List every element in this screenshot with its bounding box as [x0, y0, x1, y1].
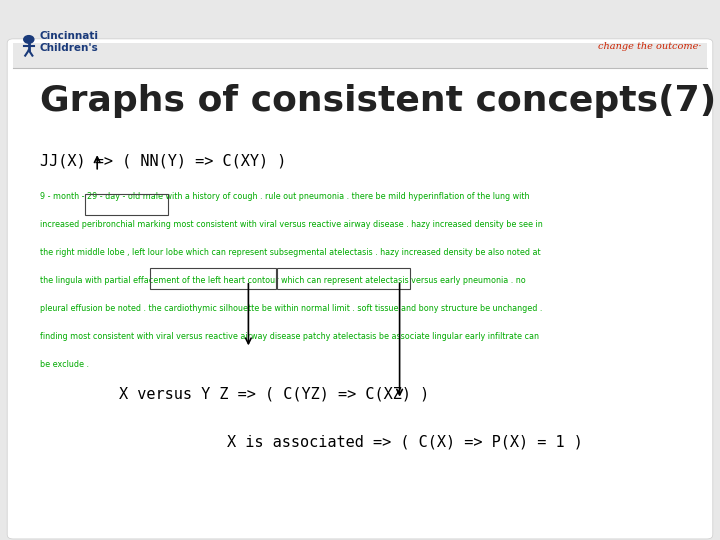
- Text: 9 - month - 29 - day - old male with a history of cough . rule out pneumonia . t: 9 - month - 29 - day - old male with a h…: [40, 192, 529, 201]
- Text: the lingula with partial effacement of the left heart contour which can represen: the lingula with partial effacement of t…: [40, 276, 526, 285]
- Text: increased peribronchial marking most consistent with viral versus reactive airwa: increased peribronchial marking most con…: [40, 220, 542, 229]
- Text: Graphs of consistent concepts(7): Graphs of consistent concepts(7): [40, 84, 716, 118]
- Bar: [277, 268, 410, 289]
- Text: the right middle lobe , left lour lobe which can represent subsegmental atelecta: the right middle lobe , left lour lobe w…: [40, 248, 540, 257]
- Text: X versus Y Z => ( C(YZ) => C(XZ) ): X versus Y Z => ( C(YZ) => C(XZ) ): [119, 386, 429, 401]
- Text: pleural effusion be noted . the cardiothymic silhouette be within normal limit .: pleural effusion be noted . the cardioth…: [40, 304, 542, 313]
- Text: change the outcome·: change the outcome·: [598, 43, 702, 51]
- Text: be exclude .: be exclude .: [40, 360, 89, 369]
- Bar: [13, 43, 707, 68]
- Circle shape: [24, 36, 34, 43]
- Bar: [85, 194, 168, 215]
- Text: X is associated => ( C(X) => P(X) = 1 ): X is associated => ( C(X) => P(X) = 1 ): [227, 435, 582, 450]
- Text: JJ(X) => ( NN(Y) => C(XY) ): JJ(X) => ( NN(Y) => C(XY) ): [40, 154, 286, 169]
- Bar: [150, 268, 276, 289]
- Text: finding most consistent with viral versus reactive airway disease patchy atelect: finding most consistent with viral versu…: [40, 332, 539, 341]
- Text: Cincinnati
Children's: Cincinnati Children's: [40, 31, 99, 53]
- FancyBboxPatch shape: [7, 39, 713, 539]
